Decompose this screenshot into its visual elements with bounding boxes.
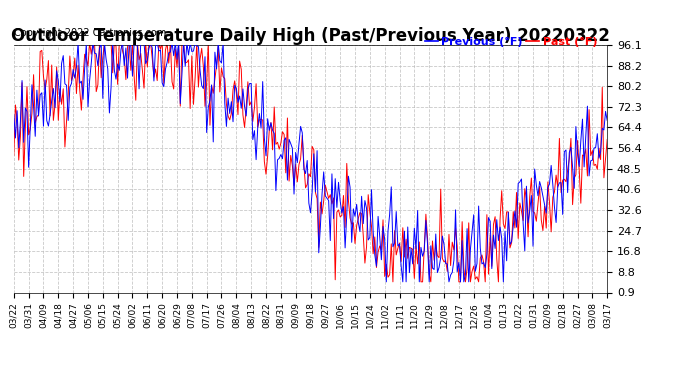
Text: Copyright 2022 Cartronics.com: Copyright 2022 Cartronics.com	[14, 28, 166, 38]
Title: Outdoor Temperature Daily High (Past/Previous Year) 20220322: Outdoor Temperature Daily High (Past/Pre…	[11, 27, 610, 45]
Legend: Previous (°F), Past (°F): Previous (°F), Past (°F)	[420, 32, 602, 51]
